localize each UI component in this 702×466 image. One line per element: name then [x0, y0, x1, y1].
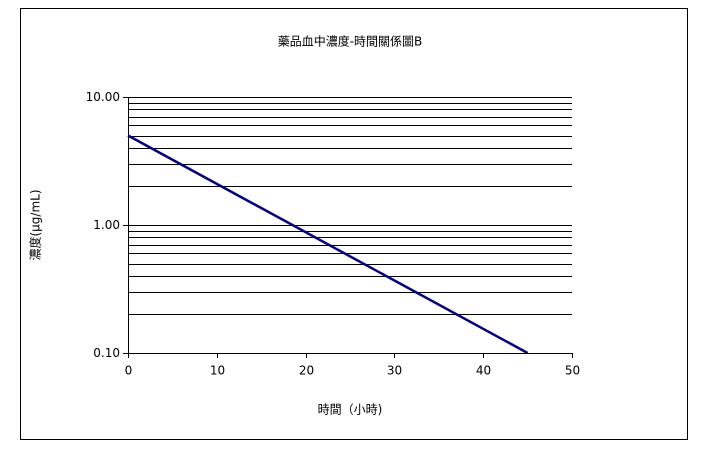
chart-title: 藥品血中濃度-時間關係圖B — [278, 34, 423, 49]
x-tick-label: 0 — [125, 364, 133, 378]
x-tick-label: 40 — [476, 364, 491, 378]
y-tick-label: 0.10 — [93, 346, 120, 360]
x-tick-label: 30 — [387, 364, 402, 378]
x-tick-label: 20 — [299, 364, 314, 378]
x-tick-label: 10 — [210, 364, 225, 378]
y-tick-label: 10.00 — [86, 90, 120, 104]
x-axis-label: 時間（小時) — [318, 403, 383, 417]
x-tick-label: 50 — [565, 364, 580, 378]
chart-frame — [20, 8, 688, 440]
y-tick-label: 1.00 — [93, 218, 120, 232]
data-line — [127, 134, 529, 355]
y-axis-label: 濃度(μg/mL) — [28, 189, 43, 260]
